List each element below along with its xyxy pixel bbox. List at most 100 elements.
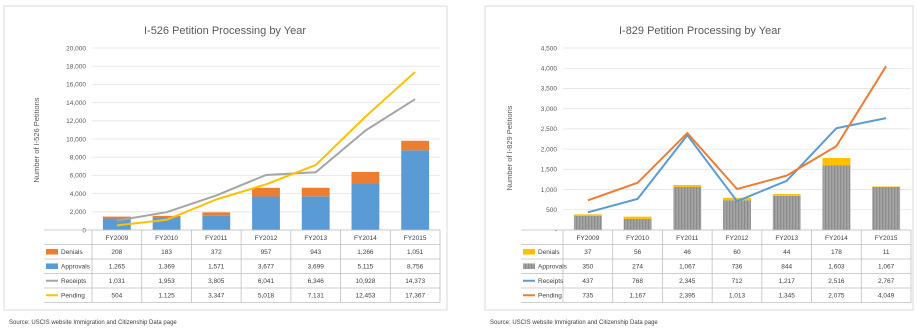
- y-tick-label: 1,500: [541, 167, 558, 174]
- table-value: 6,041: [258, 278, 275, 285]
- table-value: 1,067: [679, 264, 696, 271]
- table-value: 37: [584, 249, 592, 256]
- y-tick-label: 8,000: [70, 155, 87, 162]
- bar-denials: [772, 194, 801, 196]
- table-value: 6,346: [308, 278, 325, 285]
- y-tick-label: 0: [82, 227, 86, 234]
- bar-approvals: [401, 150, 430, 230]
- line-pending: [116, 71, 416, 227]
- table-value: 2,345: [679, 278, 696, 285]
- x-category-label: FY2012: [726, 235, 749, 242]
- table-value: 183: [161, 249, 172, 256]
- table-value: 60: [733, 249, 741, 256]
- table-value: 1,067: [878, 264, 895, 271]
- table-value: 1,345: [779, 293, 796, 300]
- x-category-label: FY2010: [626, 235, 649, 242]
- bar-denials: [822, 157, 851, 166]
- table-value: 437: [582, 278, 593, 285]
- y-tick-label: 2,000: [70, 209, 87, 216]
- table-value: 17,367: [405, 293, 425, 300]
- y-axis-label: Number of I-526 Petitions: [32, 97, 41, 182]
- bar-approvals: [102, 218, 131, 230]
- legend-key-denials: [46, 248, 58, 255]
- x-category-label: FY2015: [875, 235, 898, 242]
- table-value: 12,453: [355, 293, 375, 300]
- bar-denials: [351, 171, 380, 184]
- bar-denials: [573, 214, 602, 216]
- i526-chart: I-526 Petition Processing by Year Number…: [3, 5, 448, 326]
- table-value: 350: [582, 264, 593, 271]
- table-value: 4,049: [878, 293, 895, 300]
- bar-approvals: [202, 215, 231, 230]
- bar-approvals: [872, 186, 901, 230]
- y-tick-label: 3,000: [541, 106, 558, 113]
- bar-approvals: [301, 196, 330, 230]
- table-value: 2,395: [679, 293, 696, 300]
- y-tick-label: 18,000: [66, 64, 86, 71]
- table-value: 7,131: [308, 293, 325, 300]
- x-category-label: FY2011: [205, 235, 228, 242]
- table-value: 768: [632, 278, 643, 285]
- table-value: 844: [781, 264, 792, 271]
- table-value: 3,699: [308, 264, 325, 271]
- bar-approvals: [351, 183, 380, 230]
- y-tick-label: 4,000: [70, 191, 87, 198]
- x-category-label: FY2013: [304, 235, 327, 242]
- x-category-label: FY2014: [354, 235, 377, 242]
- y-tick-label: -: [555, 227, 557, 234]
- bar-denials: [102, 216, 131, 219]
- bar-denials: [152, 215, 181, 218]
- y-tick-label: 16,000: [66, 82, 86, 89]
- table-value: 1,051: [407, 249, 424, 256]
- bar-approvals: [822, 165, 851, 230]
- table-value: 10,928: [355, 278, 375, 285]
- bar-denials: [623, 216, 652, 219]
- table-value: 274: [632, 264, 643, 271]
- table-value: 46: [684, 249, 692, 256]
- bar-approvals: [252, 196, 280, 230]
- table-value: 943: [310, 249, 321, 256]
- table-value: 712: [732, 278, 743, 285]
- y-tick-label: 1,000: [541, 187, 558, 194]
- bar-denials: [872, 186, 901, 187]
- x-category-label: FY2013: [775, 235, 798, 242]
- bar-approvals: [673, 186, 702, 230]
- table-value: 5,018: [258, 293, 275, 300]
- table-value: 3,805: [208, 278, 225, 285]
- table-value: 14,373: [405, 278, 425, 285]
- x-category-label: FY2010: [155, 235, 178, 242]
- table-value: 1,953: [158, 278, 175, 285]
- legend-label: Receipts: [61, 278, 87, 285]
- legend-label: Approvals: [61, 264, 91, 271]
- x-category-label: FY2014: [825, 235, 848, 242]
- table-value: 2,767: [878, 278, 895, 285]
- table-value: 1,603: [828, 264, 845, 271]
- y-tick-label: 10,000: [66, 136, 86, 143]
- y-axis-label: Number of I-829 Petitions: [505, 105, 514, 190]
- y-tick-label: 20,000: [66, 45, 86, 52]
- table-value: 1,125: [158, 293, 175, 300]
- legend-key-denials: [523, 248, 535, 255]
- line-receipts: [587, 117, 887, 214]
- table-value: 735: [582, 293, 593, 300]
- table-value: 44: [783, 249, 791, 256]
- table-value: 208: [111, 249, 122, 256]
- bar-denials: [673, 184, 702, 187]
- table-value: 1,265: [109, 264, 126, 271]
- y-tick-label: 4,500: [541, 45, 558, 52]
- table-value: 3,677: [258, 264, 275, 271]
- table-value: 1,571: [208, 264, 225, 271]
- y-tick-label: 6,000: [70, 173, 87, 180]
- legend-key-approvals: [46, 263, 58, 270]
- table-value: 3,347: [208, 293, 225, 300]
- table-value: 1,167: [629, 293, 646, 300]
- bar-denials: [723, 197, 751, 201]
- table-value: 372: [211, 249, 222, 256]
- bar-approvals: [772, 195, 801, 230]
- legend-key-approvals: [523, 263, 535, 270]
- table-value: 8,756: [407, 264, 424, 271]
- table-value: 1,013: [729, 293, 746, 300]
- table-value: 5,115: [358, 264, 374, 271]
- bar-approvals: [623, 218, 652, 230]
